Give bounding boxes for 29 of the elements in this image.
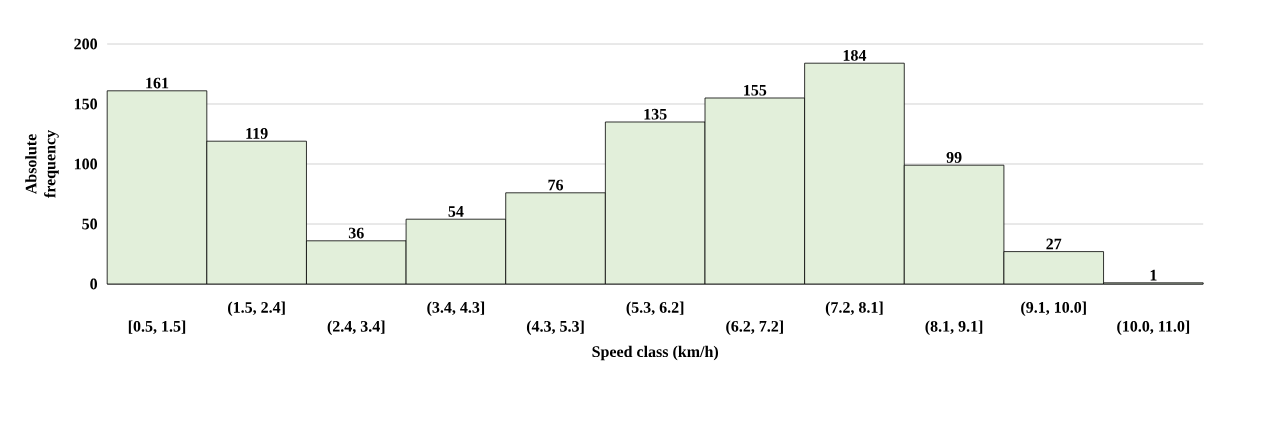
y-tick-label: 200 bbox=[74, 38, 98, 50]
x-tick-label: (5.3, 6.2] bbox=[626, 301, 684, 317]
data-label: 54 bbox=[448, 206, 464, 217]
x-tick-label: (1.5, 2.4] bbox=[228, 301, 285, 317]
data-label: 119 bbox=[246, 128, 268, 139]
x-tick-label: (7.2, 8.1] bbox=[825, 301, 883, 317]
x-tick-label: (8.1, 9.1] bbox=[925, 320, 983, 335]
data-label: 184 bbox=[843, 50, 867, 61]
data-label: 76 bbox=[548, 179, 564, 191]
data-label: 36 bbox=[348, 227, 364, 239]
data-label: 27 bbox=[1046, 238, 1062, 250]
x-tick-label: (6.2, 7.2] bbox=[726, 320, 783, 335]
x-tick-label: [0.5, 1.5] bbox=[128, 320, 186, 335]
y-tick-label: 100 bbox=[74, 158, 98, 170]
x-tick-label: (3.4, 4.3] bbox=[427, 301, 485, 317]
data-label: 135 bbox=[644, 108, 667, 120]
x-tick-label: (10.0, 11.0] bbox=[1117, 320, 1190, 335]
x-tick-label: (2.4, 3.4] bbox=[327, 320, 385, 335]
data-label: 99 bbox=[946, 152, 962, 163]
data-label: 161 bbox=[146, 77, 169, 89]
data-label: 155 bbox=[744, 84, 767, 96]
x-axis-title: Speed class (km/h) bbox=[592, 345, 719, 361]
data-label: 1 bbox=[1150, 269, 1157, 281]
x-tick-label: (9.1, 10.0] bbox=[1021, 301, 1086, 317]
y-tick-label: 150 bbox=[74, 98, 98, 110]
y-tick-label: 50 bbox=[82, 218, 98, 230]
y-tick-label: 0 bbox=[90, 278, 98, 290]
y-axis-title: Absolute frequency bbox=[25, 130, 59, 198]
x-tick-label: (4.3, 5.3] bbox=[526, 320, 584, 335]
